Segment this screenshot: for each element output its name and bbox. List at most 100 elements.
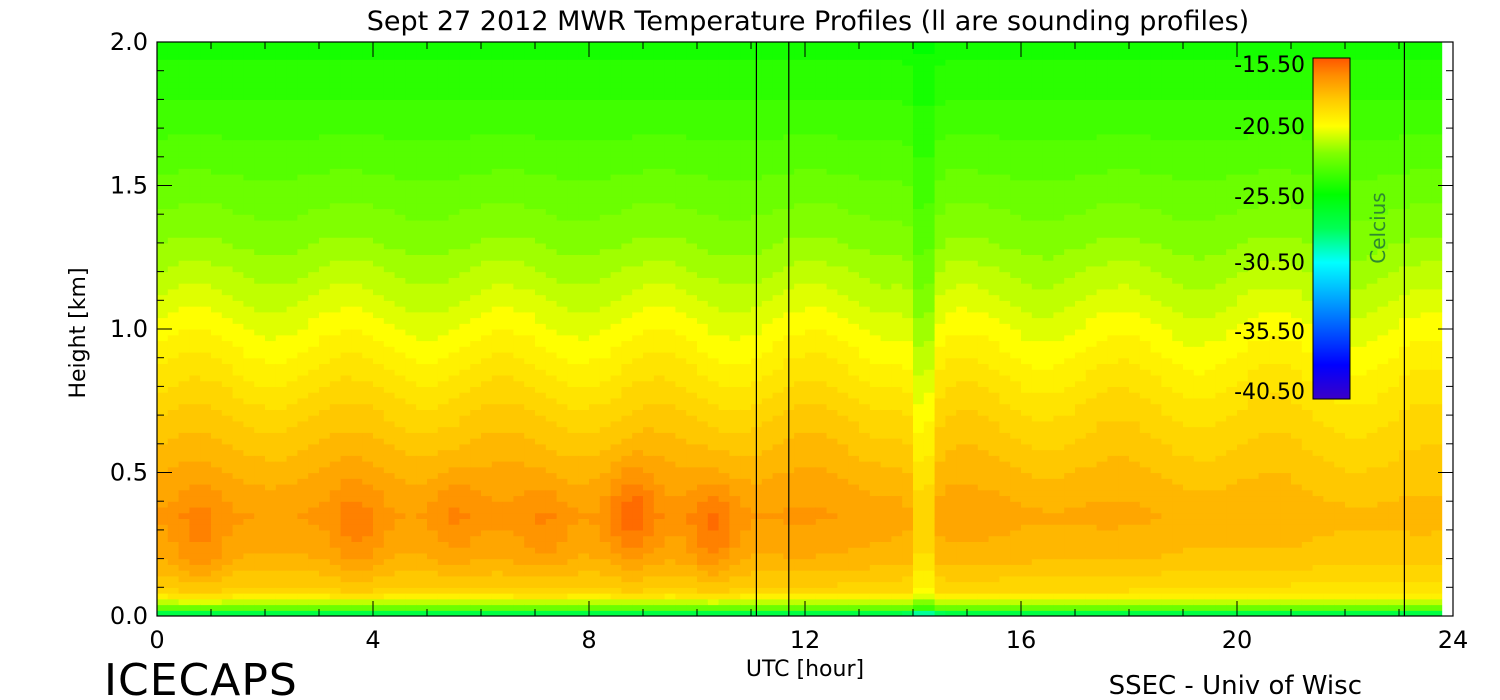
heatmap-cell	[178, 47, 190, 55]
heatmap-cell	[340, 501, 352, 508]
heatmap-cell	[362, 110, 374, 118]
heatmap-cell	[643, 311, 655, 319]
heatmap-cell	[556, 128, 568, 135]
heatmap-cell	[286, 466, 298, 474]
heatmap-cell	[211, 323, 223, 330]
heatmap-cell	[178, 564, 190, 571]
heatmap-cell	[221, 76, 234, 83]
heatmap-cell	[416, 535, 428, 542]
heatmap-cell	[265, 575, 277, 583]
heatmap-cell	[448, 524, 460, 531]
heatmap-cell	[513, 403, 525, 410]
heatmap-cell	[437, 254, 450, 261]
heatmap-cell	[286, 162, 298, 169]
heatmap-cell	[232, 369, 244, 376]
heatmap-cell	[329, 455, 342, 462]
heatmap-cell	[686, 283, 698, 290]
heatmap-cell	[437, 294, 450, 301]
heatmap-cell	[675, 386, 687, 393]
heatmap-cell	[265, 99, 277, 106]
heatmap-cell	[232, 351, 244, 359]
heatmap-cell	[373, 191, 385, 198]
heatmap-cell	[243, 461, 255, 468]
heatmap-cell	[524, 380, 536, 387]
heatmap-cell	[265, 483, 277, 491]
heatmap-cell	[448, 237, 460, 244]
heatmap-cell	[275, 524, 288, 531]
heatmap-cell	[340, 581, 352, 588]
heatmap-cell	[470, 547, 482, 554]
heatmap-cell	[599, 311, 612, 319]
heatmap-cell	[394, 82, 406, 89]
heatmap-cell	[567, 397, 579, 405]
heatmap-cell	[481, 248, 493, 255]
heatmap-cell	[200, 346, 212, 353]
heatmap-cell	[319, 558, 331, 565]
heatmap-cell	[286, 191, 298, 198]
heatmap-cell	[643, 340, 655, 347]
heatmap-cell	[319, 133, 331, 141]
heatmap-cell	[675, 535, 687, 542]
heatmap-cell	[589, 179, 601, 187]
heatmap-cell	[491, 70, 504, 78]
heatmap-cell	[243, 42, 255, 49]
heatmap-cell	[470, 570, 482, 577]
heatmap-cell	[340, 403, 352, 410]
heatmap-cell	[221, 432, 234, 439]
heatmap-cell	[621, 547, 633, 554]
heatmap-cell	[643, 254, 655, 261]
heatmap-cell	[232, 570, 244, 577]
heatmap-cell	[211, 317, 223, 324]
heatmap-cell	[405, 116, 417, 123]
heatmap-cell	[286, 340, 298, 347]
heatmap-cell	[470, 260, 482, 267]
heatmap-cell	[470, 472, 482, 479]
heatmap-cell	[448, 581, 460, 588]
heatmap-cell	[275, 461, 288, 468]
heatmap-cell	[448, 122, 460, 129]
heatmap-cell	[373, 392, 385, 399]
heatmap-cell	[200, 518, 212, 525]
heatmap-cell	[675, 76, 687, 83]
heatmap-cell	[567, 466, 579, 474]
heatmap-cell	[610, 449, 622, 456]
heatmap-cell	[513, 346, 525, 353]
heatmap-cell	[221, 506, 234, 514]
heatmap-cell	[675, 598, 687, 606]
heatmap-cell	[243, 535, 255, 542]
heatmap-cell	[319, 489, 331, 497]
heatmap-cell	[329, 122, 342, 129]
heatmap-cell	[373, 443, 385, 451]
heatmap-cell	[599, 380, 612, 387]
heatmap-cell	[491, 277, 504, 284]
heatmap-cell	[178, 547, 190, 554]
heatmap-cell	[297, 495, 309, 502]
heatmap-cell	[308, 351, 320, 359]
heatmap-cell	[232, 231, 244, 238]
heatmap-cell	[675, 478, 687, 485]
heatmap-cell	[664, 340, 676, 347]
heatmap-cell	[351, 575, 363, 583]
heatmap-cell	[556, 501, 568, 508]
heatmap-cell	[664, 185, 676, 192]
heatmap-cell	[373, 495, 385, 502]
heatmap-cell	[470, 128, 482, 135]
heatmap-cell	[329, 53, 342, 60]
heatmap-cell	[502, 529, 514, 537]
heatmap-cell	[610, 214, 622, 221]
heatmap-cell	[567, 575, 579, 583]
heatmap-cell	[254, 409, 266, 416]
heatmap-cell	[535, 116, 547, 123]
heatmap-cell	[243, 139, 255, 146]
heatmap-cell	[265, 558, 277, 565]
heatmap-cell	[297, 472, 309, 479]
heatmap-cell	[211, 231, 223, 238]
heatmap-cell	[221, 208, 234, 215]
heatmap-cell	[502, 231, 514, 238]
heatmap-cell	[502, 397, 514, 405]
heatmap-cell	[286, 93, 298, 100]
heatmap-cell	[340, 478, 352, 485]
heatmap-cell	[351, 604, 363, 611]
heatmap-cell	[491, 449, 504, 456]
heatmap-cell	[178, 518, 190, 525]
